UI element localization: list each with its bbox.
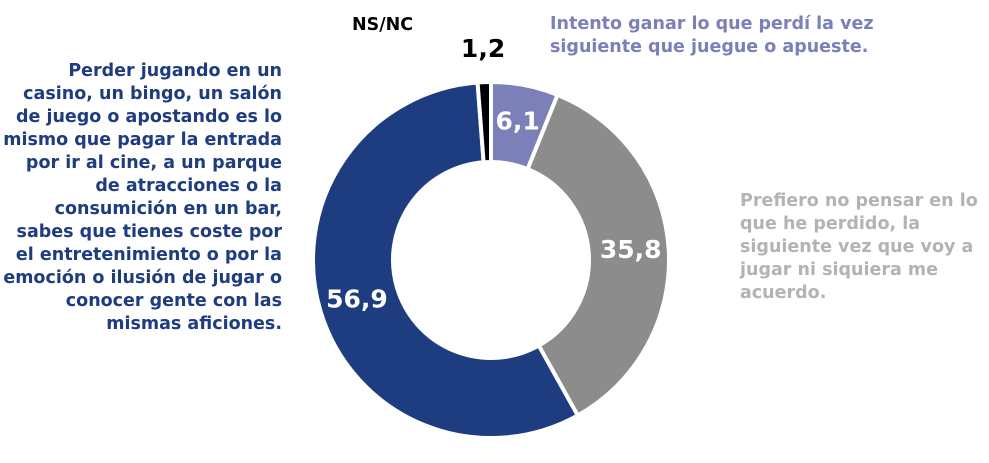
value-label: 1,2 bbox=[461, 34, 505, 63]
value-label: 6,1 bbox=[496, 107, 540, 136]
category-label: Perder jugando en un casino, un bingo, u… bbox=[3, 61, 282, 334]
slice bbox=[525, 92, 671, 419]
slice bbox=[475, 79, 493, 165]
category-label: Intento ganar lo que perdí la vez siguie… bbox=[550, 14, 874, 57]
value-label: 35,8 bbox=[600, 235, 662, 264]
category-label: NS/NC bbox=[352, 15, 414, 35]
value-label: 56,9 bbox=[326, 284, 388, 313]
category-label: Prefiero no pensar en lo que he perdido,… bbox=[740, 191, 978, 303]
slice bbox=[311, 80, 581, 440]
